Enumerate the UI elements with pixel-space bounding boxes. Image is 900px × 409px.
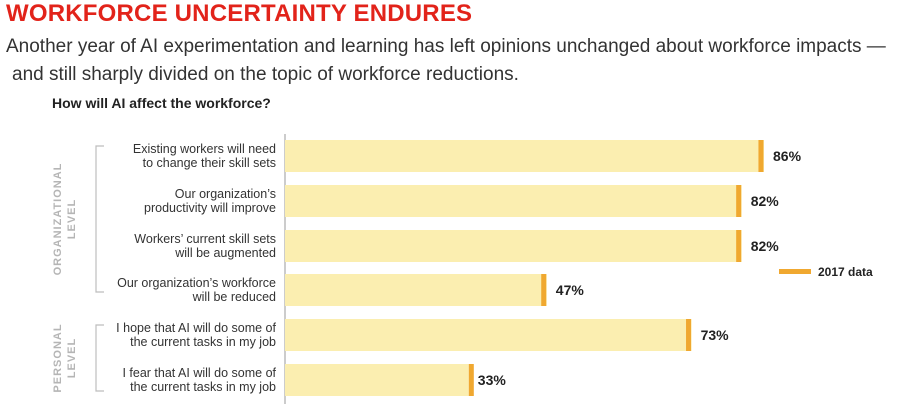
category-label-6-line-1: I fear that AI will do some of (122, 366, 276, 380)
group-label-2-line-1: PERSONAL (52, 323, 64, 392)
legend-label-2017: 2017 data (818, 265, 873, 279)
marker-2017-3 (736, 230, 742, 262)
chart-title: How will AI affect the workforce? (52, 95, 271, 111)
category-label-5-line-2: the current tasks in my job (130, 335, 276, 349)
category-label-5-line-1: I hope that AI will do some of (116, 321, 276, 335)
chart-subtitle: Another year of AI experimentation and l… (6, 33, 894, 89)
value-label-4: 47% (556, 282, 585, 298)
value-label-6: 33% (478, 372, 507, 388)
category-label-4-line-2: will be reduced (192, 290, 276, 304)
bar-1 (285, 140, 765, 172)
value-label-3: 82% (751, 238, 780, 254)
marker-2017-1 (758, 140, 764, 172)
group-label-1-line-1: ORGANIZATIONAL (52, 163, 64, 276)
bar-3 (285, 230, 742, 262)
marker-2017-6 (468, 364, 474, 396)
category-label-3-line-2: will be augmented (174, 246, 276, 260)
value-label-1: 86% (773, 148, 802, 164)
marker-2017-5 (686, 319, 692, 351)
bar-4 (285, 274, 547, 306)
legend-swatch-2017 (779, 269, 811, 274)
marker-2017-4 (541, 274, 547, 306)
category-label-4-line-1: Our organization’s workforce (117, 276, 276, 290)
group-bracket-2 (95, 324, 104, 392)
subtitle-line-2: and still sharply divided on the topic o… (12, 64, 519, 85)
category-label-6-line-2: the current tasks in my job (130, 380, 276, 394)
group-label-1-line-2: LEVEL (66, 199, 78, 239)
category-label-1-line-1: Existing workers will need (133, 142, 276, 156)
bar-2 (285, 185, 742, 217)
value-label-2: 82% (751, 193, 780, 209)
bar-6 (285, 364, 469, 396)
subtitle-line-1: Another year of AI experimentation and l… (6, 36, 886, 57)
group-label-2-line-2: LEVEL (66, 338, 78, 378)
marker-2017-2 (736, 185, 742, 217)
category-label-2-line-2: productivity will improve (144, 201, 276, 215)
chart-headline: WORKFORCE UNCERTAINTY ENDURES (6, 0, 473, 27)
group-bracket-1 (95, 145, 104, 293)
category-label-2-line-1: Our organization’s (175, 187, 276, 201)
bar-5 (285, 319, 692, 351)
value-label-5: 73% (701, 327, 730, 343)
category-label-1-line-2: to change their skill sets (143, 156, 276, 170)
category-label-3-line-1: Workers’ current skill sets (134, 232, 276, 246)
